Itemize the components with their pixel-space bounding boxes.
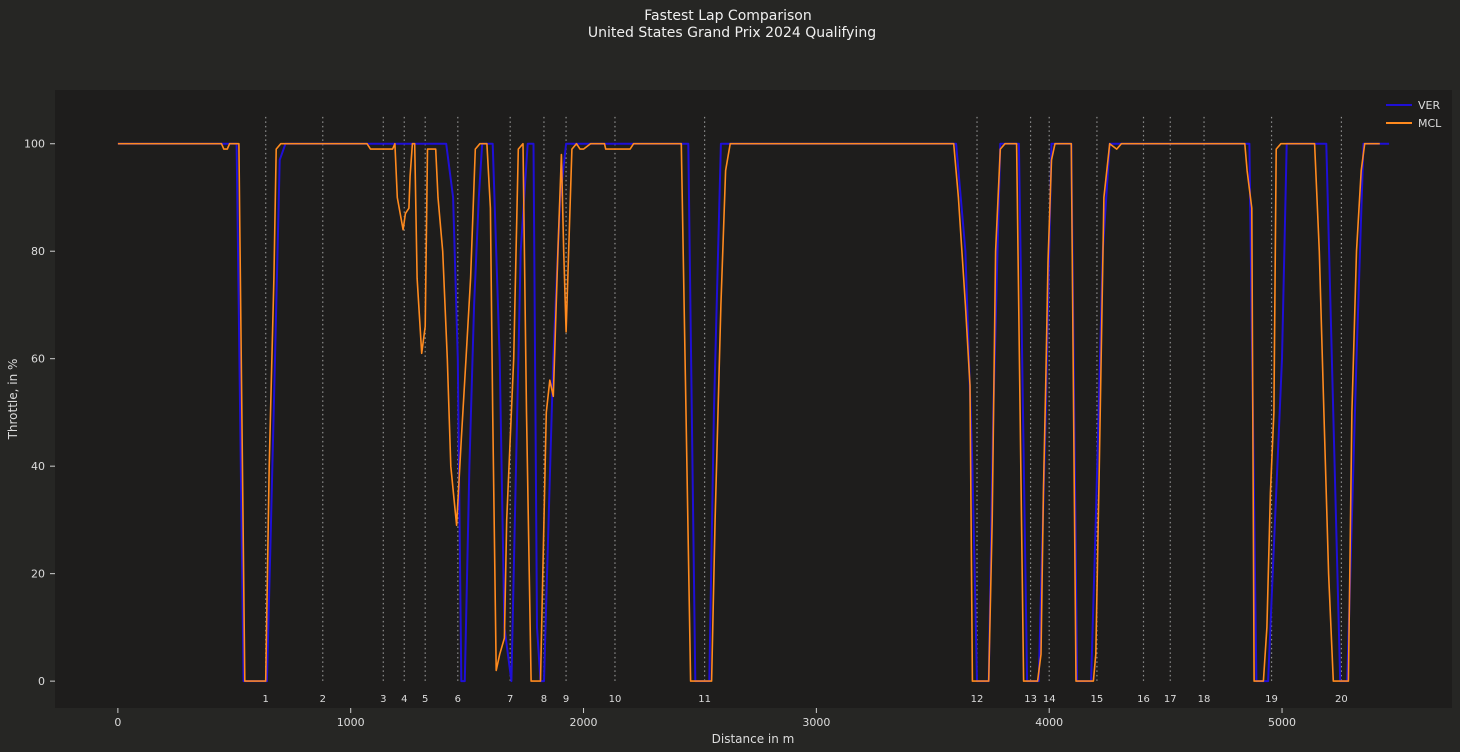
legend-label-ver: VER [1418, 99, 1440, 112]
corner-label: 7 [507, 694, 513, 705]
y-tick-label: 40 [31, 460, 45, 473]
corner-label: 16 [1137, 694, 1150, 705]
corner-label: 19 [1265, 694, 1278, 705]
corner-label: 1 [263, 694, 269, 705]
corner-label: 14 [1043, 694, 1056, 705]
legend: VER MCL [1382, 94, 1450, 134]
y-axis-ticks: 0 20 40 60 80 100 [24, 138, 55, 688]
corner-label: 5 [422, 694, 428, 705]
y-tick-label: 60 [31, 353, 45, 366]
corner-label: 8 [541, 694, 547, 705]
x-axis-label: Distance in m [712, 732, 795, 746]
chart-subtitle: United States Grand Prix 2024 Qualifying [588, 25, 876, 41]
corner-label: 3 [380, 694, 386, 705]
corner-label: 18 [1198, 694, 1211, 705]
series-line-mcl [117, 142, 1380, 682]
x-tick-label: 4000 [1035, 716, 1063, 729]
corner-label: 9 [563, 694, 569, 705]
corner-label: 2 [320, 694, 326, 705]
corner-label: 12 [971, 694, 984, 705]
corner-label: 13 [1024, 694, 1037, 705]
x-tick-label: 2000 [570, 716, 598, 729]
series-lines [117, 142, 1390, 683]
legend-label-mcl: MCL [1418, 117, 1442, 130]
corner-label: 10 [609, 694, 622, 705]
corner-markers: 1 2 3 4 5 6 7 8 9 10 11 12 13 14 15 16 17 18 19 20 [263, 116, 1348, 705]
x-tick-label: 1000 [337, 716, 365, 729]
plot-area [55, 90, 1452, 708]
y-axis-label: Throttle, in % [6, 359, 20, 441]
x-tick-label: 3000 [802, 716, 830, 729]
corner-label: 4 [401, 694, 407, 705]
x-tick-label: 0 [114, 716, 121, 729]
corner-label: 11 [698, 694, 711, 705]
y-tick-label: 80 [31, 245, 45, 258]
y-tick-label: 0 [38, 675, 45, 688]
corner-label: 20 [1335, 694, 1348, 705]
x-axis-ticks: 0 1000 2000 3000 4000 5000 [114, 708, 1296, 729]
corner-label: 17 [1164, 694, 1177, 705]
corner-label: 15 [1091, 694, 1104, 705]
x-tick-label: 5000 [1268, 716, 1296, 729]
y-tick-label: 100 [24, 138, 45, 151]
y-tick-label: 20 [31, 568, 45, 581]
chart-title: Fastest Lap Comparison [644, 8, 812, 24]
corner-label: 6 [455, 694, 461, 705]
legend-box [1382, 94, 1450, 134]
